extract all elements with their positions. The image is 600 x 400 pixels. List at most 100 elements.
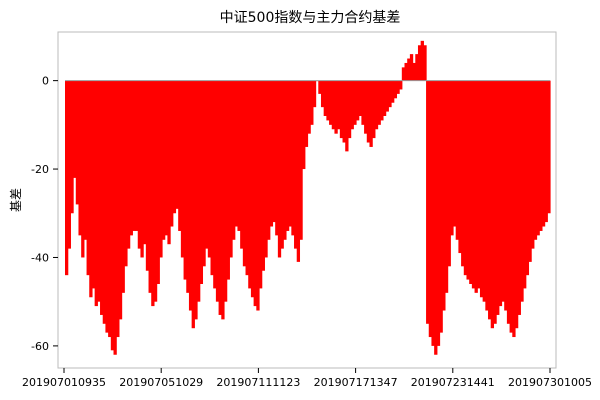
bar — [229, 80, 233, 258]
bar — [261, 80, 265, 271]
bar — [323, 80, 327, 116]
bar — [267, 80, 271, 240]
bar — [512, 80, 516, 338]
bar — [288, 80, 292, 227]
bar — [372, 80, 376, 139]
bar — [407, 58, 411, 81]
bar — [520, 80, 524, 302]
bar — [272, 80, 276, 223]
bar — [482, 80, 486, 302]
bar — [259, 80, 263, 289]
y-tick-label: -40 — [31, 251, 49, 264]
bar — [296, 80, 301, 262]
bar — [385, 80, 389, 112]
y-tick-label: -60 — [31, 340, 49, 353]
bar — [326, 80, 330, 121]
bar — [132, 80, 136, 231]
bar — [471, 80, 476, 289]
bar — [237, 80, 241, 231]
bar — [145, 80, 150, 271]
x-tick-label: 201907010935 — [22, 376, 106, 389]
bar — [113, 80, 117, 355]
bar — [102, 80, 107, 324]
bar — [463, 80, 468, 276]
bar — [423, 45, 427, 81]
bar — [417, 45, 422, 81]
bar — [213, 80, 217, 289]
bar — [121, 80, 125, 293]
y-axis-label: 基差 — [9, 188, 23, 212]
x-tick-label: 201907231441 — [411, 376, 495, 389]
bar — [509, 80, 513, 333]
bar — [501, 80, 505, 302]
bar — [81, 80, 85, 258]
bar — [148, 80, 152, 293]
bar — [369, 80, 373, 147]
bar — [539, 80, 543, 231]
bar — [97, 80, 101, 302]
bar — [199, 80, 204, 284]
bar — [506, 80, 511, 324]
bar — [474, 80, 478, 293]
bar — [135, 80, 139, 231]
bar — [391, 80, 395, 103]
bar — [151, 80, 155, 307]
bar — [541, 80, 546, 227]
bar — [528, 80, 532, 262]
bar — [223, 80, 228, 302]
bar — [215, 80, 220, 302]
bar — [396, 80, 400, 94]
bar — [380, 80, 384, 121]
y-tick-label: -20 — [31, 163, 49, 176]
bars-group — [65, 40, 551, 355]
bar — [479, 80, 484, 298]
bar — [412, 62, 416, 81]
bar — [275, 80, 279, 236]
bar — [531, 80, 535, 249]
bar — [197, 80, 201, 302]
bar — [65, 80, 69, 276]
bar — [94, 80, 98, 307]
bar — [409, 54, 414, 81]
bar — [466, 80, 470, 280]
bar — [294, 80, 298, 249]
bar — [498, 80, 503, 307]
bar — [312, 80, 317, 108]
bar — [156, 80, 160, 284]
bar — [73, 80, 77, 178]
bar — [350, 80, 354, 130]
bar — [469, 80, 473, 284]
bar — [218, 80, 222, 315]
bar — [245, 80, 249, 276]
bar — [172, 80, 177, 214]
bar — [382, 80, 387, 116]
bar — [186, 80, 190, 293]
bar — [431, 80, 435, 346]
bar — [116, 80, 120, 338]
bar — [256, 80, 260, 311]
bar — [337, 80, 341, 130]
bar — [153, 80, 158, 302]
chart-title: 中证500指数与主力合约基差 — [220, 9, 401, 26]
bar — [358, 80, 362, 116]
x-axis: 201907010935 201907051029 201907111123 2019… — [22, 368, 592, 389]
x-tick-label: 201907111123 — [216, 376, 300, 389]
bar — [361, 80, 365, 125]
bar — [401, 67, 406, 81]
bar — [221, 80, 225, 320]
bar — [164, 80, 168, 236]
bar — [488, 80, 492, 320]
bar — [124, 80, 128, 267]
bar — [420, 40, 424, 81]
bar — [175, 80, 179, 209]
bar — [399, 80, 403, 90]
bar — [183, 80, 187, 280]
bar — [329, 80, 333, 125]
bar — [320, 80, 325, 108]
bar — [178, 80, 182, 231]
bar — [331, 80, 336, 130]
bar — [250, 80, 255, 298]
bar — [137, 80, 142, 249]
bar — [129, 80, 133, 236]
